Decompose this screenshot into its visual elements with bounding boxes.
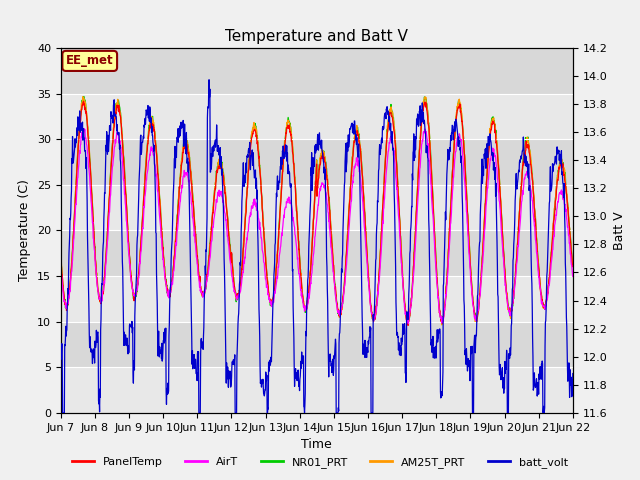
Y-axis label: Batt V: Batt V [613,211,626,250]
Bar [61,230,573,276]
Bar [61,322,573,367]
Bar [61,367,573,413]
Bar [61,94,573,139]
Bar [61,276,573,322]
Title: Temperature and Batt V: Temperature and Batt V [225,29,408,44]
Bar [61,185,573,230]
Y-axis label: Temperature (C): Temperature (C) [19,180,31,281]
Text: EE_met: EE_met [66,54,113,67]
Legend: PanelTemp, AirT, NR01_PRT, AM25T_PRT, batt_volt: PanelTemp, AirT, NR01_PRT, AM25T_PRT, ba… [68,452,572,472]
Bar [61,48,573,94]
X-axis label: Time: Time [301,438,332,451]
Bar [61,139,573,185]
